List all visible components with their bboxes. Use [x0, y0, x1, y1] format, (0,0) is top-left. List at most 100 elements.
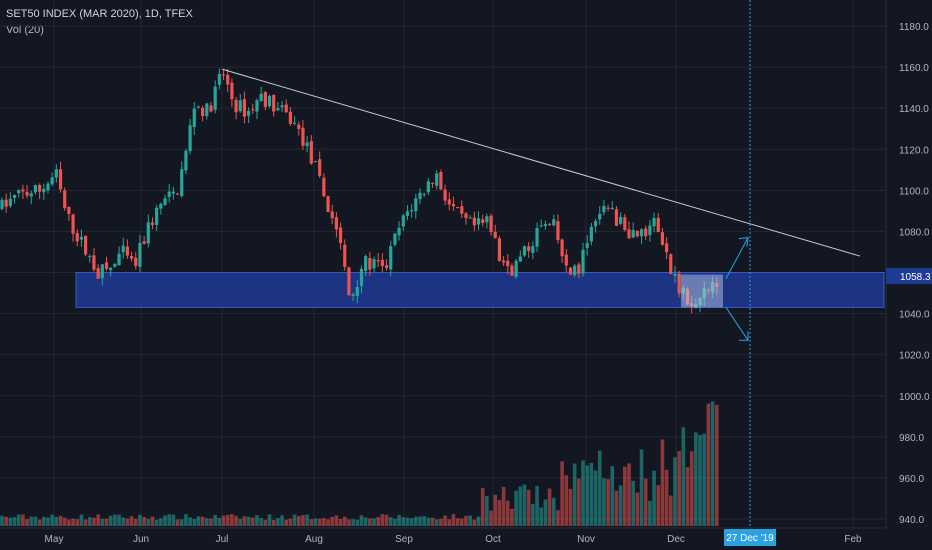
- candle-body: [38, 185, 42, 192]
- volume-bar: [75, 519, 80, 526]
- candle-body: [464, 213, 468, 219]
- candle-body: [368, 258, 372, 270]
- volume-bar: [213, 514, 217, 526]
- candle-body: [338, 227, 343, 243]
- time-tick-label: Jun: [133, 534, 149, 545]
- candle-body: [690, 303, 694, 307]
- candle-body: [506, 260, 510, 267]
- candle-body: [238, 100, 242, 112]
- candle-body: [522, 246, 527, 256]
- candle-body: [581, 249, 585, 274]
- volume-bar: [501, 486, 506, 526]
- candle-body: [673, 274, 677, 276]
- volume-bar: [384, 514, 389, 526]
- candle-body: [430, 182, 435, 185]
- candle-body: [372, 259, 376, 269]
- volume-bar: [556, 510, 560, 526]
- time-tick-label: Jul: [216, 534, 229, 545]
- volume-bar: [104, 518, 109, 526]
- volume-bar: [129, 516, 134, 526]
- candle-body: [163, 198, 167, 206]
- price-tick-label: 980.0: [899, 433, 924, 444]
- volume-bar: [230, 514, 234, 526]
- candle-body: [443, 189, 447, 201]
- candle-body: [230, 82, 234, 100]
- candle-body: [192, 108, 196, 128]
- candle-body: [12, 194, 17, 198]
- candle-body: [602, 205, 606, 213]
- candle-body: [510, 265, 514, 276]
- volume-bar: [200, 516, 205, 526]
- volume-bar: [376, 517, 380, 526]
- candle-body: [414, 198, 418, 212]
- current-price-label: 1058.3: [900, 272, 931, 283]
- candle-body: [568, 267, 573, 275]
- volume-bar: [447, 519, 452, 526]
- volume-bar: [572, 463, 577, 526]
- volume-bar: [113, 514, 117, 526]
- price-tick-label: 1160.0: [899, 63, 929, 74]
- volume-bar: [702, 433, 707, 526]
- volume-bar: [42, 516, 46, 526]
- time-tick-label: Sep: [395, 534, 413, 545]
- candle-body: [560, 239, 564, 257]
- volume-bar: [426, 517, 431, 526]
- candle-body: [422, 193, 426, 195]
- chart-title: SET50 INDEX (MAR 2020), 1D, TFEX: [6, 8, 193, 20]
- volume-bar: [439, 518, 443, 526]
- candle-body: [698, 297, 702, 305]
- candle-body: [217, 73, 221, 85]
- volume-bar: [614, 490, 619, 526]
- volume-bar: [25, 519, 29, 526]
- volume-bar: [87, 517, 92, 526]
- volume-bar: [430, 517, 435, 526]
- candle-body: [75, 233, 79, 242]
- support-zone[interactable]: [75, 272, 885, 308]
- volume-bar: [29, 516, 34, 526]
- volume-bar: [67, 519, 71, 526]
- drawings[interactable]: [221, 0, 861, 528]
- volume-bar: [234, 515, 238, 526]
- volume-bar: [368, 518, 372, 526]
- volume-bar: [263, 519, 268, 526]
- candle-body: [606, 207, 610, 209]
- candle-body: [138, 242, 142, 267]
- candle-body: [330, 211, 334, 219]
- candle-body: [150, 222, 155, 225]
- volume-bar: [464, 515, 468, 526]
- volume-bar: [309, 519, 314, 526]
- price-tick-label: 1180.0: [899, 22, 929, 33]
- candle-body: [410, 210, 414, 212]
- candle-body: [276, 108, 280, 111]
- volume-bar: [706, 403, 711, 526]
- candle-body: [326, 196, 330, 213]
- volume-bar: [71, 518, 75, 526]
- candlesticks[interactable]: [0, 68, 719, 314]
- time-tick-label: Oct: [485, 534, 501, 545]
- volume-bar: [485, 496, 489, 526]
- volume-bar: [117, 514, 121, 526]
- volume-bar: [338, 518, 343, 526]
- candle-body: [234, 99, 238, 113]
- candle-body: [393, 233, 397, 245]
- price-tick-label: 1040.0: [899, 310, 930, 321]
- candle-body: [209, 105, 213, 112]
- candle-body: [627, 229, 631, 239]
- volume-bar: [689, 451, 694, 526]
- volume-bar: [643, 478, 648, 526]
- candle-body: [322, 177, 326, 197]
- volume-bar: [271, 519, 276, 526]
- candle-body: [146, 222, 150, 244]
- candle-body: [552, 219, 556, 226]
- volume-bar: [664, 469, 669, 526]
- candle-body: [213, 86, 217, 110]
- volume-bar: [175, 519, 180, 526]
- candle-body: [527, 246, 531, 251]
- volume-bar: [284, 519, 289, 526]
- volume-bar: [510, 508, 514, 526]
- candle-body: [67, 207, 71, 215]
- candle-body: [96, 268, 100, 279]
- candle-body: [79, 236, 84, 240]
- volume-bar: [146, 518, 151, 526]
